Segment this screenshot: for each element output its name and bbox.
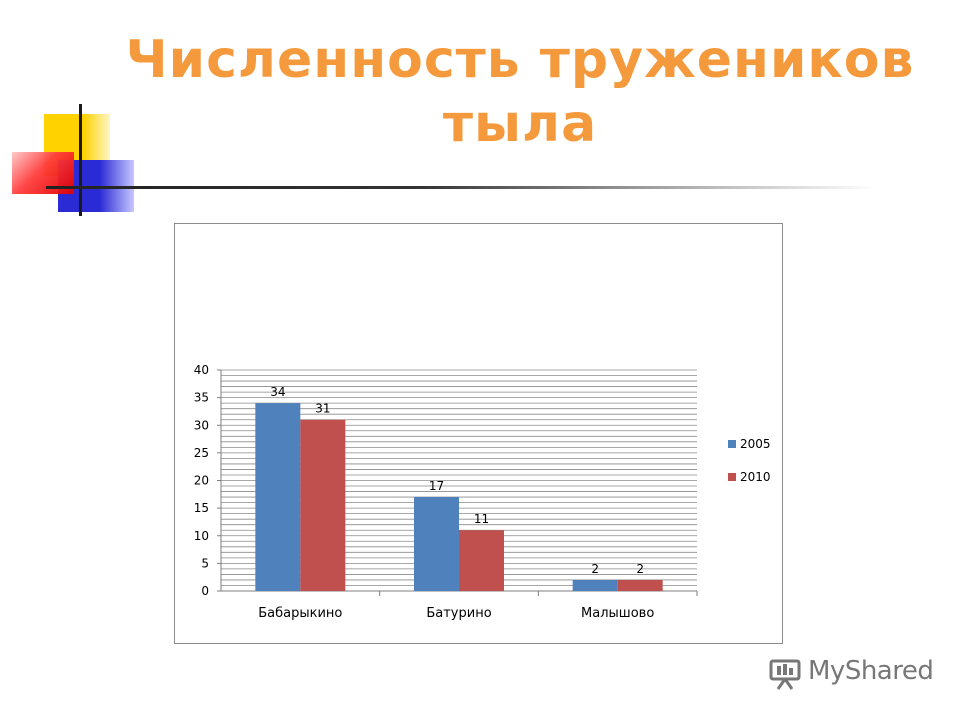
data-label: 2 [591,562,599,576]
slide-title-line-2: тыла [442,94,598,154]
y-tick-label: 15 [194,501,209,515]
y-tick-label: 40 [194,363,209,377]
legend-swatch-2005 [728,440,736,448]
chart-frame: 0 5 10 15 20 25 30 35 40 34 31 Бабарыкино 17 11 Батури… [174,223,783,644]
bar-2010 [617,579,663,591]
legend-label: 2010 [740,470,771,484]
y-tick-label: 5 [201,556,209,570]
legend-swatch-2010 [728,473,736,481]
bar-2005 [255,403,301,591]
x-tick-label: Бабарыкино [258,606,342,621]
slide-title: Численность тружеников тыла [90,28,950,156]
logo-text: MyShared [808,656,934,686]
x-tick-label: Малышово [581,606,654,621]
y-tick-label: 30 [194,418,209,432]
y-tick-label: 35 [194,391,209,405]
slide-title-line-1: Численность тружеников [125,30,915,90]
bar-2010 [459,530,504,591]
bar-2005 [414,497,459,591]
presentation-board-icon [769,659,801,690]
myshared-logo[interactable]: MyShared [766,654,936,694]
bar-2010 [300,419,346,591]
data-label: 34 [270,385,285,399]
y-tick-label: 20 [194,474,209,488]
decor-horizontal-line [46,186,876,189]
y-tick-label: 10 [194,529,209,543]
x-tick-label: Батурино [426,606,491,621]
data-label: 17 [429,479,444,493]
data-label: 11 [474,512,489,526]
y-tick-label: 0 [201,584,209,598]
decor-vertical-line [79,104,82,216]
data-label: 31 [315,402,330,416]
bar-2005 [572,579,618,591]
bar-chart: 0 5 10 15 20 25 30 35 40 34 31 Бабарыкино 17 11 Батури… [194,363,771,621]
legend-label: 2005 [740,437,771,451]
data-label: 2 [636,562,644,576]
y-tick-label: 25 [194,446,209,460]
